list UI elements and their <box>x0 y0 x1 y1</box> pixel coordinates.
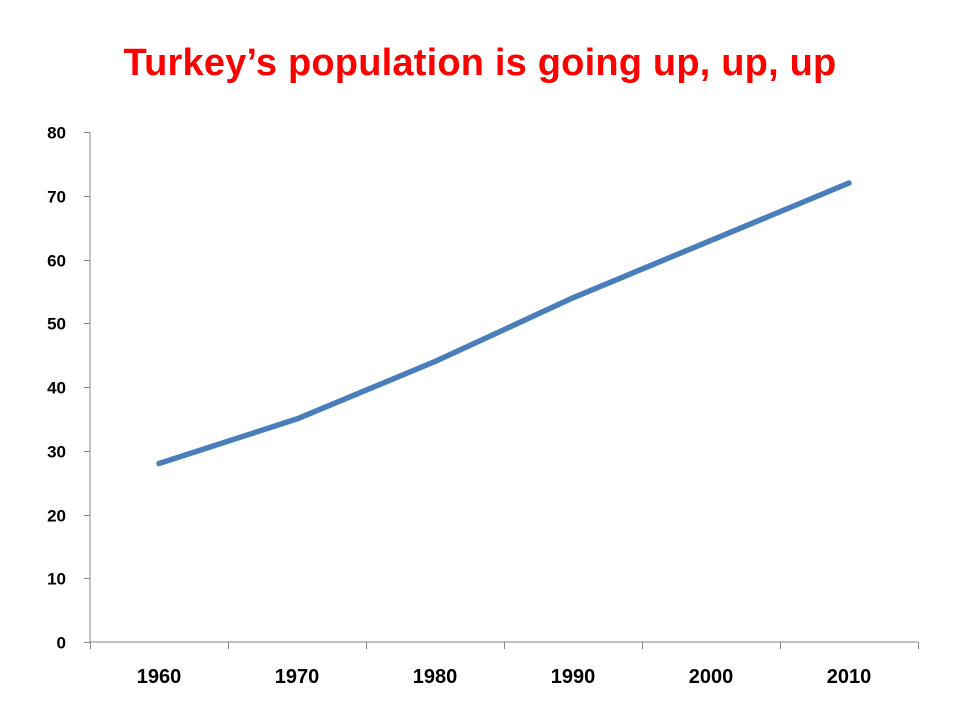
y-tick-label: 70 <box>47 188 66 207</box>
data-point <box>846 180 852 186</box>
data-point <box>570 295 576 301</box>
chart-title: Turkey’s population is going up, up, up <box>123 42 837 84</box>
series-lines <box>156 180 852 467</box>
data-point <box>156 460 162 467</box>
y-tick-label: 60 <box>47 252 66 271</box>
y-tick-label: 80 <box>47 124 66 143</box>
series-line <box>156 180 852 467</box>
data-point <box>708 237 714 243</box>
y-tick-label: 20 <box>47 507 66 526</box>
x-tick-label: 1980 <box>413 666 458 688</box>
y-tick-label: 30 <box>47 443 66 462</box>
data-point <box>294 416 300 422</box>
data-point <box>432 358 438 365</box>
x-tick-label: 2010 <box>827 666 872 688</box>
axis-ticks <box>84 132 919 649</box>
y-tick-label: 10 <box>47 570 66 589</box>
y-tick-label: 40 <box>47 379 66 398</box>
x-tick-label: 1990 <box>551 666 596 688</box>
x-tick-label: 1960 <box>137 666 182 688</box>
x-tick-label: 1970 <box>275 666 320 688</box>
y-tick-label: 0 <box>57 634 66 653</box>
y-tick-label: 50 <box>47 315 66 334</box>
x-tick-label: 2000 <box>689 666 734 688</box>
axis-labels: 0 10 20 30 40 50 60 70 80 1960 1970 1980 1990 2000 201… <box>47 124 871 689</box>
